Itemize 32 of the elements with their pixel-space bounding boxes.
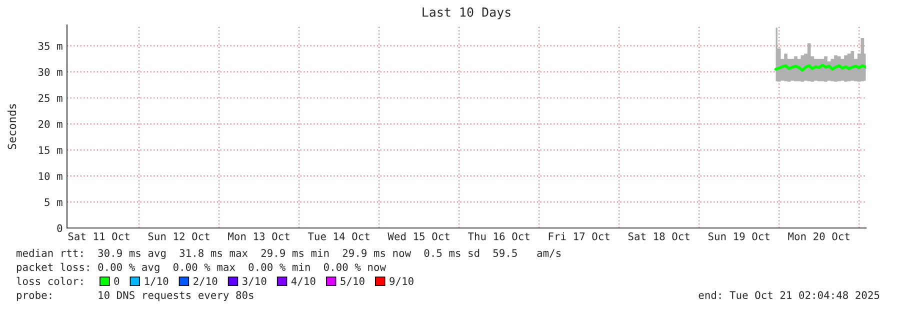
text: packet loss: 0.00 % avg 0.00 % max 0.00 % min 0.00 % now xyxy=(16,262,386,274)
x-tick-label: Sun 19 Oct xyxy=(708,232,770,240)
y-tick-label: 20 m xyxy=(38,120,62,128)
text: median rtt: 30.9 ms avg 31.8 ms max 29.9 ms min 29.9 ms now 0.5 ms sd 59.5 am/s xyxy=(16,248,561,260)
x-tick-label: Sun 12 Oct xyxy=(148,232,210,240)
y-tick-label: 30 m xyxy=(38,68,62,76)
x-tick-label: Wed 15 Oct xyxy=(388,232,450,240)
x-tick-label: Thu 16 Oct xyxy=(468,232,530,240)
text: end: Tue Oct 21 02:04:48 2025 xyxy=(698,290,880,300)
x-tick-label: Sat 18 Oct xyxy=(628,232,690,240)
legend-label: 4/10 xyxy=(291,277,316,286)
x-tick-label: Sat 11 Oct xyxy=(68,232,130,240)
x-tick-label: Mon 20 Oct xyxy=(788,232,850,240)
y-tick-label: 10 m xyxy=(39,172,62,180)
y-tick-label: 25 m xyxy=(38,94,62,102)
y-axis-title: Seconds xyxy=(8,104,16,150)
x-tick-label: Mon 13 Oct xyxy=(228,232,290,240)
legend-label: 5/10 xyxy=(340,277,364,286)
legend-label: 2/10 xyxy=(194,277,218,286)
y-tick-label: 0 xyxy=(57,224,62,232)
x-tick-label: Tue 14 Oct xyxy=(308,232,370,240)
y-tick-label: 35 m xyxy=(38,42,62,50)
legend-label: 1/10 xyxy=(145,277,168,286)
x-tick-label: Fri 17 Oct xyxy=(548,232,610,240)
y-tick-label: 15 m xyxy=(39,146,62,154)
legend-label: 3/10 xyxy=(242,277,266,286)
y-tick-label: 5 m xyxy=(44,198,62,206)
legend-title: loss color: xyxy=(16,276,82,286)
legend-label: 0 xyxy=(114,277,120,286)
chart-title: Last 10 Days xyxy=(422,7,510,20)
legend-label: 9/10 xyxy=(390,277,414,286)
text: probe: 10 DNS requests every 80s xyxy=(16,290,254,302)
